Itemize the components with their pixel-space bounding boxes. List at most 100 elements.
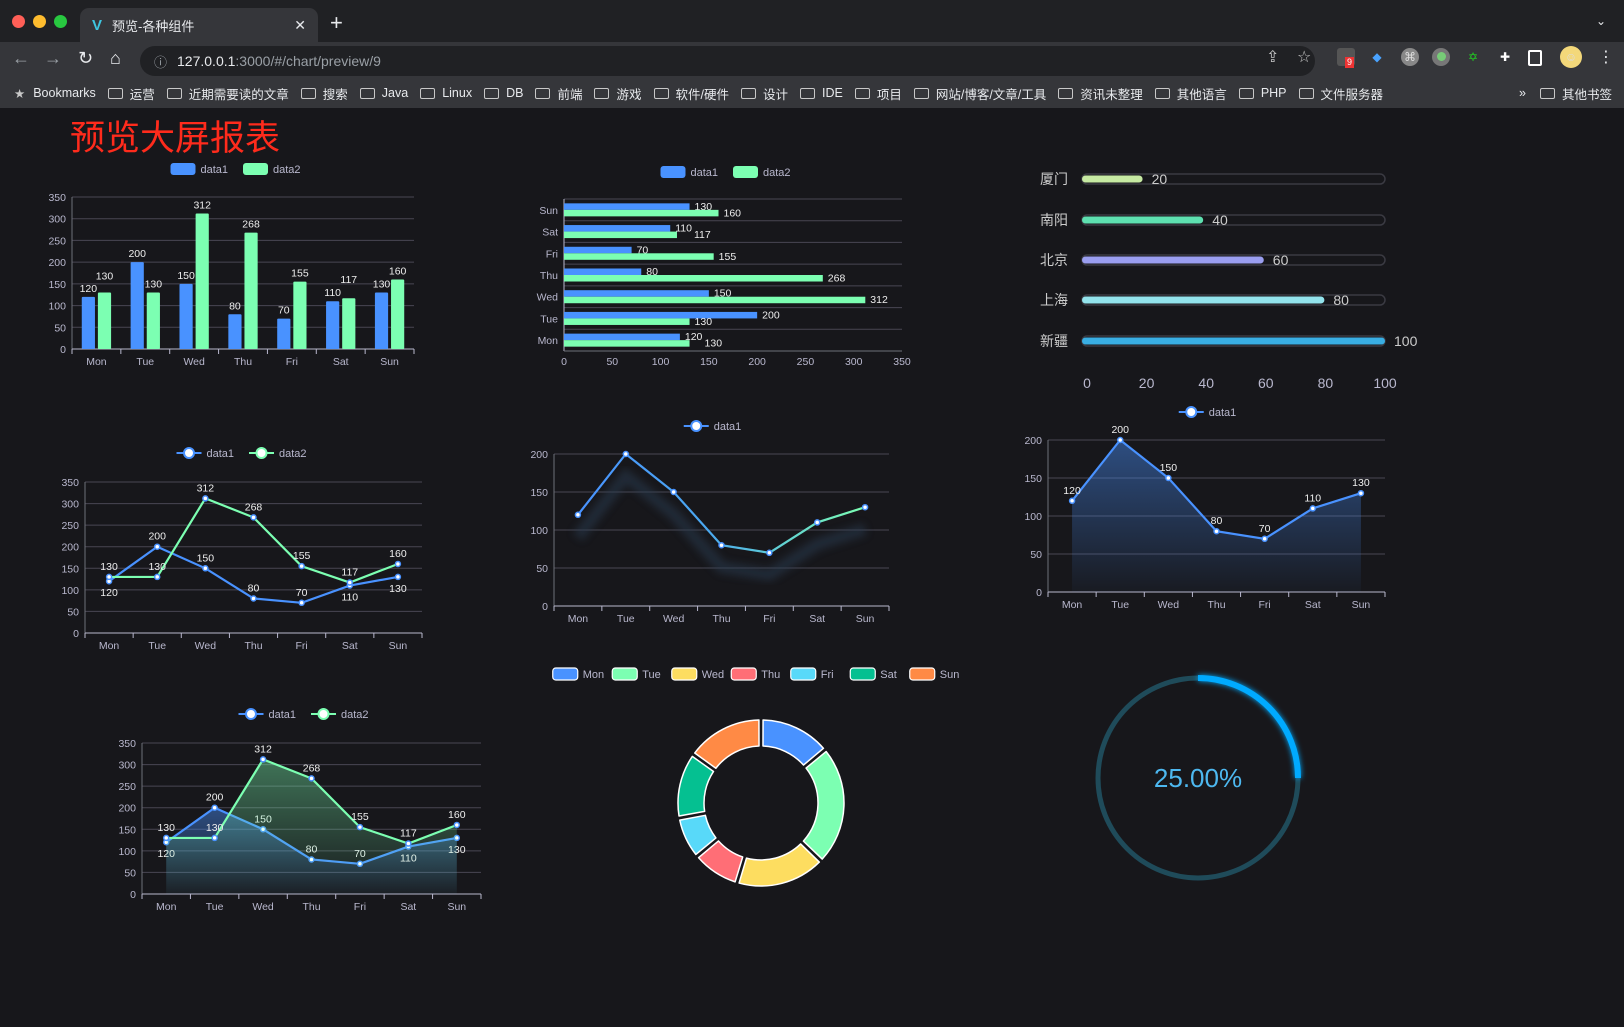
bookmark-item[interactable]: 设计: [740, 84, 788, 103]
maximize-window-button[interactable]: [54, 15, 67, 28]
site-info-icon[interactable]: ⓘ: [154, 54, 168, 70]
x-tick-label: Sun: [380, 356, 399, 368]
browser-tab[interactable]: V 预览-各种组件 ✕: [80, 8, 318, 42]
tab-search-chevron-icon[interactable]: ⌄: [1595, 14, 1606, 28]
bookmark-item[interactable]: IDE: [800, 86, 843, 100]
puzzle-extensions-icon[interactable]: ✚: [1499, 50, 1511, 64]
minimize-window-button[interactable]: [33, 15, 46, 28]
bookmark-label: 设计: [762, 87, 788, 102]
y-tick-label: 350: [61, 477, 79, 489]
bookmark-item[interactable]: Linux: [420, 86, 472, 100]
legend-item-tue[interactable]: Tue: [611, 667, 661, 681]
legend-item-data2[interactable]: data2: [311, 708, 369, 721]
other-bookmarks[interactable]: 其他书签: [1539, 84, 1612, 103]
data-point: [346, 579, 354, 586]
data-label: 160: [724, 207, 742, 219]
avatar[interactable]: ☺: [1560, 46, 1582, 68]
legend-marker-icon: [183, 447, 195, 459]
bookmark-item[interactable]: 文件服务器: [1298, 84, 1383, 103]
legend-item-data1[interactable]: data1: [238, 708, 297, 721]
legend-label: data1: [201, 164, 229, 176]
data-point: [861, 503, 869, 511]
data-label: 200: [128, 248, 146, 260]
bookmark-item[interactable]: 前端: [535, 84, 582, 103]
bookmark-item[interactable]: 项目: [854, 84, 902, 103]
legend-item-thu[interactable]: Thu: [730, 667, 780, 681]
y-tick-label: Fri: [546, 248, 558, 260]
forward-icon[interactable]: →: [44, 48, 62, 68]
bookmark-item[interactable]: ★ Bookmarks: [14, 86, 96, 101]
side-panel-icon[interactable]: [1528, 50, 1542, 66]
command-extension-icon[interactable]: ⌘: [1401, 48, 1419, 66]
url-host: 127.0.0.1: [177, 53, 236, 69]
bar-data2: [564, 318, 690, 325]
legend-item-data2[interactable]: data2: [733, 166, 791, 179]
bookmark-item[interactable]: 其他语言: [1154, 84, 1227, 103]
y-tick-label: 350: [48, 192, 66, 204]
bookmark-item[interactable]: 近期需要读的文章: [166, 84, 289, 103]
close-window-button[interactable]: [12, 15, 25, 28]
legend-item-sun[interactable]: Sun: [909, 667, 960, 681]
legend-swatch: [243, 163, 268, 175]
close-tab-icon[interactable]: ✕: [294, 16, 306, 33]
y-tick-label: 200: [530, 449, 548, 461]
data-label: 150: [177, 270, 195, 282]
bookmark-item[interactable]: 资讯未整理: [1058, 84, 1143, 103]
legend-item-data1[interactable]: data1: [683, 420, 742, 433]
donut-slice-wed: [738, 843, 821, 887]
bookmark-item[interactable]: PHP: [1238, 86, 1287, 100]
data-label: 120: [80, 283, 98, 295]
folder-icon: [484, 87, 500, 99]
extension-icon[interactable]: 9: [1337, 48, 1355, 68]
diamond-extension-icon[interactable]: ◆: [1372, 50, 1382, 64]
favicon-icon: V: [92, 16, 103, 34]
legend-item-mon[interactable]: Mon: [552, 667, 604, 681]
circle-extension-icon[interactable]: [1432, 48, 1450, 66]
y-tick-label: 100: [61, 585, 79, 597]
progress-fill: [1082, 175, 1143, 183]
value-label: 80: [1333, 292, 1349, 308]
data-label: 110: [324, 287, 341, 299]
x-tick-label: 0: [1083, 375, 1091, 391]
data-label: 150: [1160, 462, 1178, 474]
gauge-value-label: 25.00%: [1154, 763, 1242, 793]
legend-item-data1[interactable]: data1: [1178, 406, 1237, 419]
x-tick-label: 250: [797, 356, 815, 368]
bookmark-item[interactable]: 网站/博客/文章/工具: [913, 84, 1046, 103]
legend-item-wed[interactable]: Wed: [671, 667, 724, 681]
legend-item-data2[interactable]: data2: [249, 447, 307, 460]
bookmark-label: DB: [506, 86, 524, 100]
legend-item-data1[interactable]: data1: [660, 166, 719, 179]
bookmark-star-icon[interactable]: ☆: [1297, 49, 1312, 66]
home-icon[interactable]: ⌂: [110, 48, 121, 68]
menu-kebab-icon[interactable]: ⋮: [1598, 49, 1614, 66]
legend-swatch: [671, 667, 698, 681]
share-icon[interactable]: ⇪: [1266, 49, 1280, 66]
reload-icon[interactable]: ↻: [78, 48, 94, 68]
tab-title: 预览-各种组件: [112, 18, 195, 34]
legend-item-data1[interactable]: data1: [176, 447, 235, 460]
new-tab-button[interactable]: +: [330, 10, 343, 35]
back-icon[interactable]: ←: [12, 48, 30, 68]
data-point: [453, 821, 461, 829]
data-point: [394, 573, 402, 581]
bookmarks-overflow-button[interactable]: »: [1519, 86, 1526, 100]
legend-item-data1[interactable]: data1: [170, 163, 229, 176]
bookmark-item[interactable]: 游戏: [594, 84, 642, 103]
data-label: 160: [389, 548, 407, 560]
bookmark-item[interactable]: Java: [359, 86, 408, 100]
bookmark-item[interactable]: 软件/硬件: [653, 84, 729, 103]
legend-item-sat[interactable]: Sat: [849, 667, 897, 681]
star-extension-icon[interactable]: ✡: [1467, 50, 1479, 64]
legend-item-fri[interactable]: Fri: [790, 667, 834, 681]
bookmarks-bar: ★ Bookmarks 运营 近期需要读的文章 搜索 Java Linux DB 前端 游戏 软件/…: [0, 78, 1624, 108]
folder-icon: [107, 87, 123, 99]
window-controls: [12, 15, 67, 28]
bookmark-item[interactable]: 运营: [107, 84, 155, 103]
legend-item-data2[interactable]: data2: [243, 163, 301, 176]
y-tick-label: Sun: [539, 205, 558, 217]
address-bar[interactable]: ⓘ 127.0.0.1 :3000/#/chart/preview/9: [140, 46, 1315, 76]
bookmark-item[interactable]: DB: [484, 86, 523, 100]
bookmark-item[interactable]: 搜索: [300, 84, 348, 103]
legend-label: Tue: [642, 669, 661, 681]
